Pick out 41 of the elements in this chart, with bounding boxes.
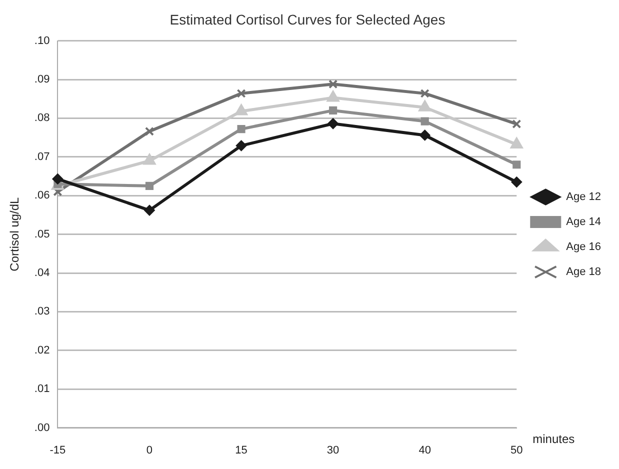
point <box>512 160 521 169</box>
x-tick-label: 30 <box>326 444 340 456</box>
y-tick-label: .06 <box>34 190 50 202</box>
point <box>511 176 522 188</box>
point <box>144 204 155 216</box>
point <box>420 88 430 98</box>
y-tick-label: .10 <box>34 34 50 47</box>
legend-label: Age 16 <box>566 241 602 254</box>
point <box>236 140 247 152</box>
point <box>145 182 154 190</box>
point <box>52 173 64 184</box>
x-tick-label: 40 <box>418 444 431 456</box>
point <box>237 125 246 134</box>
y-tick-label: .03 <box>34 306 50 318</box>
x-tick-label: 0 <box>146 444 153 456</box>
y-tick-label: .09 <box>34 74 50 86</box>
x-tick-label: -15 <box>50 444 66 456</box>
point <box>328 118 339 130</box>
legend-label: Age 18 <box>566 266 602 278</box>
legend-label: Age 12 <box>566 191 602 204</box>
x-tick-label: 15 <box>235 444 248 456</box>
point <box>512 119 522 129</box>
y-tick-label: .02 <box>34 344 50 356</box>
point <box>420 117 429 126</box>
chart-title: Estimated Cortisol Curves for Selected Ages <box>170 11 446 28</box>
y-tick-label: .00 <box>34 422 50 434</box>
point <box>419 130 430 141</box>
y-axis-title: Cortisol ug/dL <box>8 196 22 272</box>
y-tick-label: .04 <box>34 267 50 280</box>
legend-label: Age 14 <box>566 216 602 228</box>
point <box>510 137 524 149</box>
point <box>236 88 246 98</box>
point <box>328 80 338 89</box>
y-tick-label: .01 <box>34 383 50 396</box>
x-tick-label: 50 <box>510 444 523 456</box>
x-axis-title: minutes <box>532 432 575 446</box>
y-tick-label: .05 <box>34 228 50 240</box>
point <box>144 126 154 136</box>
y-tick-label: .07 <box>34 150 50 163</box>
point <box>329 106 338 114</box>
y-tick-label: .08 <box>34 112 50 124</box>
